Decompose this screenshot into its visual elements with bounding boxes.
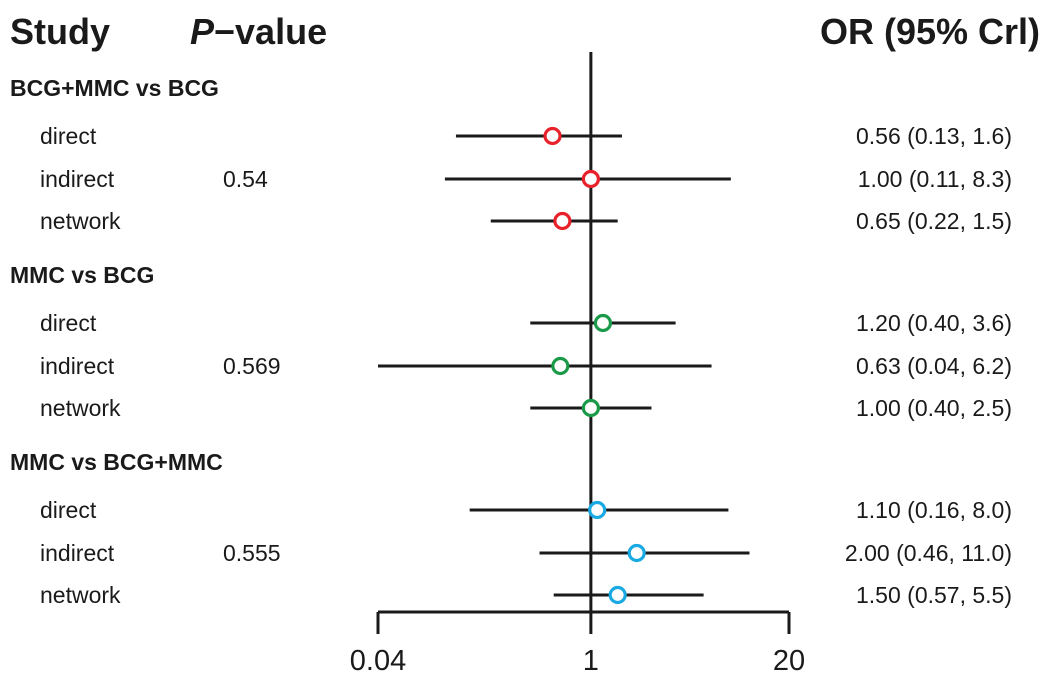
x-tick-label: 1	[583, 645, 599, 677]
group-label: MMC vs BCG	[10, 262, 154, 288]
row-label: direct	[40, 123, 97, 149]
row-label: indirect	[40, 353, 115, 379]
or-ci-text: 0.63 (0.04, 6.2)	[856, 353, 1012, 379]
p-value: 0.54	[223, 166, 268, 192]
forest-row: indirect 0.555 2.00 (0.46, 11.0)	[40, 540, 1012, 566]
point-estimate	[543, 126, 562, 146]
row-label: network	[40, 395, 121, 421]
forest-row: direct 0.56 (0.13, 1.6)	[40, 123, 1012, 149]
point-estimate	[608, 585, 627, 605]
row-label: network	[40, 582, 121, 608]
forest-row: network 1.50 (0.57, 5.5)	[40, 582, 1012, 608]
forest-row: network 0.65 (0.22, 1.5)	[40, 208, 1012, 234]
row-label: indirect	[40, 540, 115, 566]
header-p-value-italic: P	[190, 11, 215, 52]
forest-row: network 1.00 (0.40, 2.5)	[40, 395, 1012, 421]
row-label: indirect	[40, 166, 115, 192]
group-label: MMC vs BCG+MMC	[10, 449, 223, 475]
point-estimate	[581, 169, 600, 189]
point-estimate	[588, 500, 607, 520]
header-or-ci: OR (95% Crl)	[820, 11, 1040, 52]
point-estimate	[593, 313, 613, 333]
or-ci-text: 0.56 (0.13, 1.6)	[856, 123, 1012, 149]
or-ci-text: 1.50 (0.57, 5.5)	[856, 582, 1012, 608]
header-p-value: P−value	[190, 11, 327, 52]
row-label: network	[40, 208, 121, 234]
row-label: direct	[40, 310, 97, 336]
point-estimate	[627, 543, 646, 563]
or-ci-text: 0.65 (0.22, 1.5)	[856, 208, 1012, 234]
header-study: Study	[10, 11, 110, 52]
point-estimate	[581, 398, 600, 418]
or-ci-text: 1.00 (0.11, 8.3)	[858, 166, 1012, 192]
forest-row: direct 1.20 (0.40, 3.6)	[40, 310, 1012, 336]
group-label: BCG+MMC vs BCG	[10, 75, 219, 101]
point-estimate	[553, 211, 572, 231]
header-p-value-rest: −value	[214, 11, 327, 52]
x-tick-label: 20	[773, 645, 805, 677]
row-label: direct	[40, 497, 97, 523]
p-value: 0.569	[223, 353, 281, 379]
plot-area: BCG+MMC vs BCG direct 0.56 (0.13, 1.6) indi…	[10, 52, 1012, 677]
x-tick-label: 0.04	[350, 645, 406, 677]
or-ci-text: 1.20 (0.40, 3.6)	[856, 310, 1012, 336]
forest-row: indirect 0.54 1.00 (0.11, 8.3)	[40, 166, 1012, 192]
forest-row: direct 1.10 (0.16, 8.0)	[40, 497, 1012, 523]
or-ci-text: 1.10 (0.16, 8.0)	[856, 497, 1012, 523]
or-ci-text: 2.00 (0.46, 11.0)	[845, 540, 1012, 566]
p-value: 0.555	[223, 540, 281, 566]
or-ci-text: 1.00 (0.40, 2.5)	[856, 395, 1012, 421]
forest-row: indirect 0.569 0.63 (0.04, 6.2)	[40, 353, 1012, 379]
point-estimate	[551, 356, 570, 376]
